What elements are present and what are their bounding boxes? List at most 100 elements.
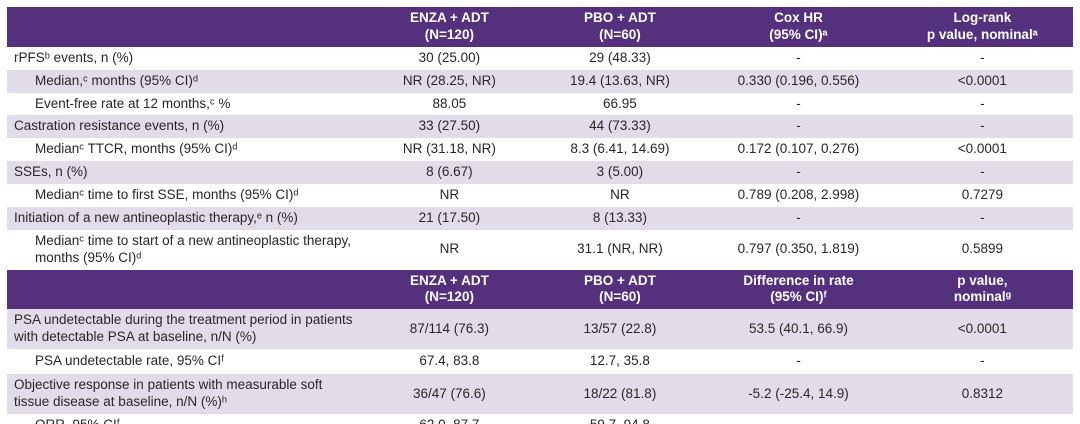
header-line: (95% CI)ᵃ — [769, 26, 828, 42]
cell-value: <0.0001 — [957, 141, 1007, 157]
header-line: nominalᵍ — [953, 289, 1011, 305]
cell-value: 0.330 (0.196, 0.556) — [737, 72, 860, 88]
header-p-value-nominal: p value, nominalᵍ — [892, 270, 1073, 310]
row-label: ORR, 95% CIᶠ — [7, 414, 364, 424]
header-line: p value, nominalᵃ — [926, 26, 1038, 42]
header-line: (N=60) — [599, 26, 641, 42]
cell-value: 53.5 (40.1, 66.9) — [748, 320, 849, 336]
cell-value: 67.4, 83.8 — [419, 353, 480, 369]
table-row: Event-free rate at 12 months,ᶜ % 88.05 6… — [7, 92, 1073, 116]
row-label: PSA undetectable rate, 95% CIᶠ — [35, 353, 225, 369]
cell-value: - — [892, 417, 1073, 424]
row-label: Castration resistance events, n (%) — [14, 118, 225, 134]
cell-value: 3 (5.00) — [596, 164, 644, 180]
header-line: p value, — [957, 272, 1008, 288]
cell-value: 0.172 (0.107, 0.276) — [737, 141, 860, 157]
cell-value: 0.789 (0.208, 2.998) — [737, 187, 860, 202]
header-line: Difference in rate — [743, 272, 854, 288]
header-line: (N=60) — [599, 289, 641, 305]
table-row: PSA undetectable during the treatment pe… — [7, 309, 1073, 350]
cell-value: 12.7, 35.8 — [589, 353, 650, 369]
table-row: rPFSᵇ events, n (%) 30 (25.00) 29 (48.33… — [7, 46, 1073, 70]
cell-value: 0.8312 — [961, 385, 1003, 401]
row-label: Median,ᶜ months (95% CI)ᵈ — [35, 72, 198, 88]
header-empty-cell — [7, 286, 364, 292]
cell-value: - — [705, 417, 892, 424]
header-line: ENZA + ADT — [409, 10, 489, 25]
table-row: Medianᶜ time to first SSE, months (95% C… — [7, 184, 1073, 207]
cell-value: 30 (25.00) — [418, 49, 481, 65]
cell-value: 59.7, 94.8 — [535, 417, 706, 424]
row-label: PSA undetectable during the treatment pe… — [14, 312, 353, 345]
cell-value: 19.4 (13.63, NR) — [570, 72, 670, 88]
cell-value: 87/114 (76.3) — [409, 320, 490, 336]
header-empty-cell — [7, 24, 364, 30]
cell-value: 0.797 (0.350, 1.819) — [737, 241, 860, 257]
cell-value: NR — [439, 241, 460, 257]
cell-value: 8 (6.67) — [426, 164, 473, 180]
cell-value: - — [980, 164, 985, 180]
header-pbo-adt: PBO + ADT (N=60) — [535, 7, 706, 47]
header-line: (N=120) — [424, 289, 474, 305]
table-row: Initiation of a new antineoplastic thera… — [7, 206, 1073, 230]
table-row: Median,ᶜ months (95% CI)ᵈ NR (28.25, NR)… — [7, 69, 1073, 93]
cell-value: 8.3 (6.41, 14.69) — [570, 141, 670, 157]
cell-value: 8 (13.33) — [592, 209, 647, 225]
row-label: Medianᶜ TTCR, months (95% CI)ᵈ — [35, 141, 238, 157]
cell-value: NR — [439, 187, 460, 202]
cell-value: 66.95 — [603, 95, 637, 111]
cell-value: <0.0001 — [957, 72, 1007, 88]
cell-value: - — [796, 353, 801, 369]
table-row: Objective response in patients with meas… — [7, 374, 1073, 414]
header-log-rank: Log-rank p value, nominalᵃ — [892, 7, 1073, 47]
cell-value: - — [980, 209, 985, 225]
header-enza-adt: ENZA + ADT (N=120) — [364, 270, 535, 310]
cell-value: <0.0001 — [957, 320, 1007, 336]
cell-value: - — [980, 95, 985, 111]
table-row: SSEs, n (%) 8 (6.67) 3 (5.00) - - — [7, 161, 1073, 184]
row-label: Objective response in patients with meas… — [14, 377, 323, 410]
cell-value: 29 (48.33) — [589, 49, 651, 65]
header-line: (95% CI)ᶠ — [770, 289, 827, 305]
cell-value: 21 (17.50) — [418, 209, 481, 225]
cell-value: 18/22 (81.8) — [583, 385, 657, 401]
cell-value: NR (28.25, NR) — [402, 72, 496, 88]
header-line: Cox HR — [774, 10, 823, 25]
header-line: ENZA + ADT — [409, 272, 489, 288]
section1-header-row: ENZA + ADT (N=120) PBO + ADT (N=60) Cox … — [7, 7, 1073, 47]
row-label: Medianᶜ time to first SSE, months (95% C… — [35, 187, 299, 202]
row-label: rPFSᵇ events, n (%) — [14, 49, 134, 65]
table-row: ORR, 95% CIᶠ 62.0, 87.7 59.7, 94.8 - - — [7, 414, 1073, 424]
cell-value: -5.2 (-25.4, 14.9) — [748, 385, 849, 401]
cell-value: 44 (73.33) — [589, 118, 651, 134]
header-line: PBO + ADT — [583, 10, 656, 25]
cell-value: - — [796, 118, 801, 134]
cell-value: - — [796, 164, 801, 180]
header-cox-hr: Cox HR (95% CI)ᵃ — [705, 7, 892, 47]
header-line: Log-rank — [953, 10, 1012, 25]
row-label: Event-free rate at 12 months,ᶜ % — [35, 95, 231, 111]
header-line: (N=120) — [424, 26, 474, 42]
cell-value: - — [796, 49, 801, 65]
header-difference-in-rate: Difference in rate (95% CI)ᶠ — [705, 270, 892, 310]
cell-value: 33 (27.50) — [418, 118, 481, 134]
cell-value: 62.0, 87.7 — [364, 417, 535, 424]
cell-value: 36/47 (76.6) — [412, 385, 486, 401]
cell-value: 88.05 — [432, 95, 467, 111]
cell-value: 0.5899 — [961, 241, 1003, 257]
cell-value: 31.1 (NR, NR) — [577, 241, 663, 257]
header-pbo-adt: PBO + ADT (N=60) — [535, 270, 706, 310]
header-enza-adt: ENZA + ADT (N=120) — [364, 7, 535, 47]
cell-value: - — [980, 118, 985, 134]
row-label: SSEs, n (%) — [14, 164, 88, 180]
table-row: Medianᶜ time to start of a new antineopl… — [7, 229, 1073, 270]
section2-header-row: ENZA + ADT (N=120) PBO + ADT (N=60) Diff… — [7, 269, 1073, 310]
header-line: PBO + ADT — [583, 272, 656, 288]
row-label: Medianᶜ time to start of a new antineopl… — [35, 232, 351, 265]
cell-value: NR — [610, 187, 630, 202]
cell-value: - — [796, 95, 801, 111]
table-row: Castration resistance events, n (%) 33 (… — [7, 115, 1073, 139]
cell-value: - — [796, 209, 801, 225]
table-row: Medianᶜ TTCR, months (95% CI)ᵈ NR (31.18… — [7, 138, 1073, 162]
cell-value: 0.7279 — [961, 187, 1003, 202]
